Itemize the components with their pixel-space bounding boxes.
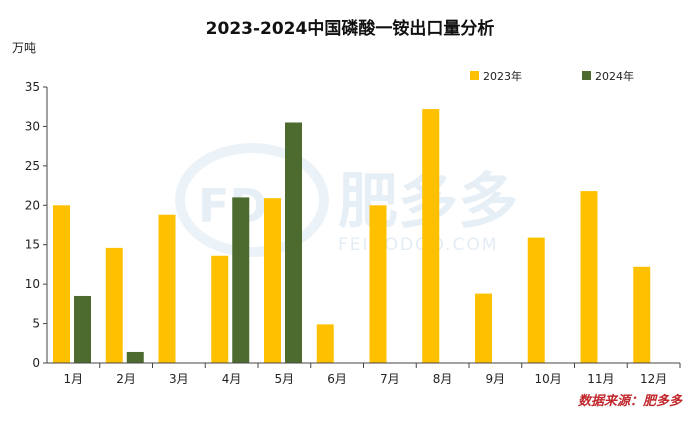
y-tick-label: 30 xyxy=(25,119,40,133)
legend-swatch xyxy=(470,71,479,80)
x-tick-label: 1月 xyxy=(64,372,84,386)
y-tick-label: 5 xyxy=(32,317,40,331)
legend-label: 2024年 xyxy=(595,69,634,83)
bar-2024年-1月 xyxy=(74,295,91,363)
y-tick-label: 15 xyxy=(25,238,40,252)
bar-2023年-5月 xyxy=(264,198,281,363)
y-axis-unit-label: 万吨 xyxy=(12,41,36,55)
bars xyxy=(53,109,651,363)
x-tick-label: 7月 xyxy=(380,372,400,386)
watermark-subtext: FEIDODOO.COM xyxy=(338,235,499,255)
bar-2024年-4月 xyxy=(232,197,250,363)
legend-label: 2023年 xyxy=(483,69,522,83)
bar-2023年-11月 xyxy=(580,191,598,363)
x-tick-label: 11月 xyxy=(587,372,614,386)
x-tick-label: 8月 xyxy=(433,372,453,386)
bar-2023年-8月 xyxy=(422,109,440,363)
y-tick-label: 25 xyxy=(25,159,40,173)
bar-2024年-2月 xyxy=(126,351,144,363)
bar-2023年-7月 xyxy=(369,205,387,363)
source-note: 数据来源：肥多多 xyxy=(578,393,683,409)
chart-title: 2023-2024中国磷酸一铵出口量分析 xyxy=(206,18,495,39)
x-tick-label: 5月 xyxy=(275,372,295,386)
x-tick-label: 4月 xyxy=(222,372,242,386)
bar-2023年-12月 xyxy=(633,266,651,363)
x-tick-label: 10月 xyxy=(534,372,561,386)
y-axis: 0 5 10 15 20 25 30 35 xyxy=(25,80,48,370)
y-tick-label: 20 xyxy=(25,198,40,212)
y-tick-label: 35 xyxy=(25,80,40,94)
y-tick-label: 10 xyxy=(25,277,40,291)
bar-2024年-5月 xyxy=(285,122,302,363)
x-tick-label: 6月 xyxy=(327,372,347,386)
legend: 2023年 2024年 xyxy=(470,69,634,83)
bar-2023年-2月 xyxy=(105,247,123,363)
legend-swatch xyxy=(582,71,591,80)
watermark-logo-icon xyxy=(175,143,329,257)
x-tick-label: 12月 xyxy=(640,372,667,386)
bar-2023年-4月 xyxy=(211,255,229,363)
x-axis: 1月 2月 3月 4月 5月 6月 7月 8月 9月 10月 11月 12月 xyxy=(47,362,681,386)
bar-2023年-1月 xyxy=(53,205,70,363)
bar-2023年-10月 xyxy=(527,237,545,363)
x-tick-label: 2月 xyxy=(116,372,136,386)
bar-2023年-3月 xyxy=(158,214,176,363)
x-tick-label: 9月 xyxy=(486,372,506,386)
y-tick-label: 0 xyxy=(32,356,40,370)
bar-2023年-9月 xyxy=(475,293,492,363)
x-tick-label: 3月 xyxy=(169,372,189,386)
bar-2023年-6月 xyxy=(316,324,334,363)
watermark: FD 肥多多 FEIDODOO.COM xyxy=(175,143,518,257)
